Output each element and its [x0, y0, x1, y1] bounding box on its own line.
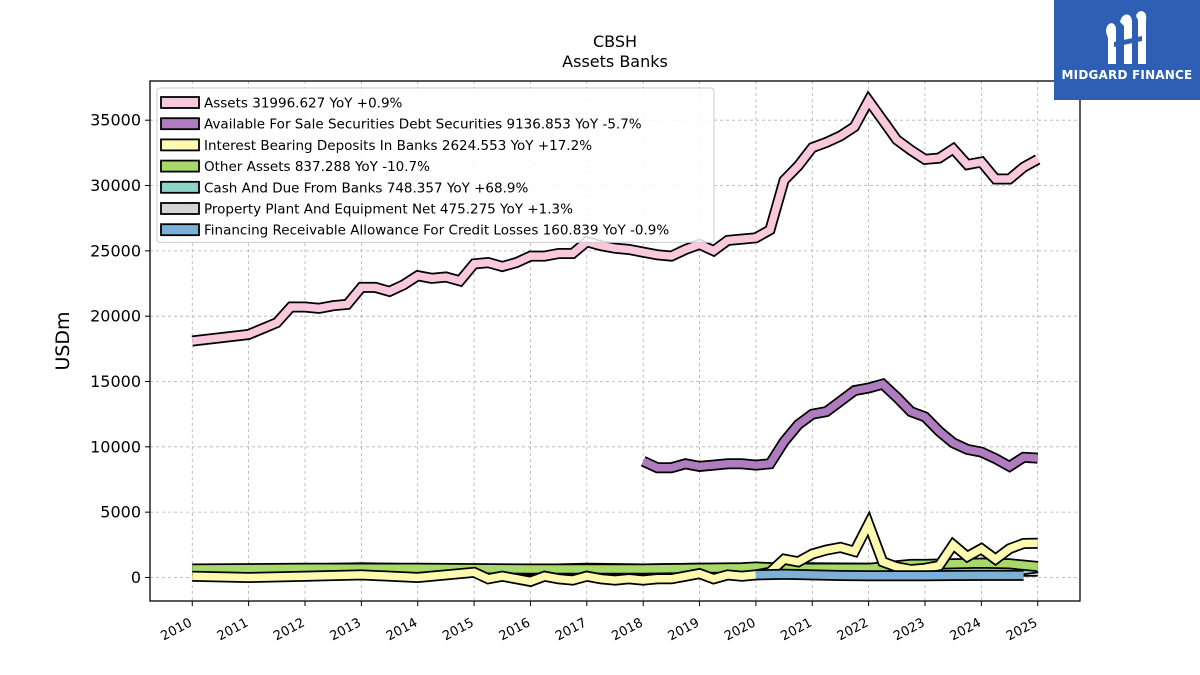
legend-swatch: [160, 138, 200, 152]
x-tick-label: 2018: [609, 616, 645, 645]
legend-entry: Cash And Due From Banks 748.357 YoY +68.…: [160, 180, 528, 196]
series-assets: [191, 90, 1041, 347]
chart-title: CBSH: [593, 32, 637, 51]
plot-frame: [149, 80, 1081, 602]
series-other-assets: [192, 557, 1039, 575]
brand-logo-text: MIDGARD FINANCE: [1061, 68, 1193, 82]
y-tick-label: 5000: [100, 503, 141, 522]
y-tick-label: 10000: [90, 437, 141, 456]
series-financing-receivable-allowance-for-credit-losses: [755, 568, 1024, 582]
x-tick-label: 2024: [948, 616, 984, 645]
legend-entry: Financing Receivable Allowance For Credi…: [160, 223, 669, 239]
x-tick-label: 2012: [271, 616, 307, 645]
legend: Assets 31996.627 YoY +0.9% Available For …: [156, 87, 715, 243]
legend-label: Financing Receivable Allowance For Credi…: [204, 223, 669, 239]
x-tick-label: 2010: [158, 616, 194, 645]
brand-logo: MIDGARD FINANCE: [1054, 0, 1200, 100]
legend-swatch: [160, 223, 200, 237]
y-tick-label: 30000: [90, 176, 141, 195]
x-tick-label: 2014: [384, 616, 420, 645]
series-line: [192, 559, 1039, 573]
y-tick-label: 15000: [90, 372, 141, 391]
legend-entry: Property Plant And Equipment Net 475.275…: [160, 202, 573, 218]
series-layer: [191, 90, 1041, 588]
legend-label: Available For Sale Securities Debt Secur…: [204, 117, 642, 133]
x-tick-label: 2017: [553, 616, 589, 645]
legend-label: Interest Bearing Deposits In Banks 2624.…: [204, 138, 592, 154]
x-tick-label: 2019: [666, 616, 702, 645]
series-available-for-sale-securities-debt-securities: [640, 377, 1039, 474]
y-axis-label: USDm: [52, 311, 74, 370]
y-tick-label: 25000: [90, 241, 141, 260]
legend-swatch: [160, 202, 200, 215]
legend-swatch: [160, 117, 200, 131]
legend-swatch: [160, 159, 200, 173]
x-tick-label: 2023: [891, 616, 927, 645]
legend-entry: Other Assets 837.288 YoY -10.7%: [160, 159, 430, 175]
x-tick-label: 2022: [835, 616, 871, 645]
x-tick-label: 2020: [722, 616, 758, 645]
legend-entry: Available For Sale Securities Debt Secur…: [160, 117, 642, 133]
legend-swatch: [160, 96, 200, 109]
legend-label: Assets 31996.627 YoY +0.9%: [204, 96, 403, 112]
legend-entry: Assets 31996.627 YoY +0.9%: [160, 96, 403, 112]
y-tick-label: 35000: [90, 111, 141, 130]
legend-label: Property Plant And Equipment Net 475.275…: [204, 202, 573, 218]
x-tick-label: 2011: [215, 616, 251, 645]
x-tick-label: 2021: [778, 616, 814, 645]
legend-swatch: [160, 180, 200, 194]
x-tick-label: 2013: [328, 616, 364, 645]
chart-subtitle: Assets Banks: [562, 52, 668, 71]
y-tick-label: 0: [131, 568, 141, 587]
logo-mark-icon: [1106, 11, 1147, 65]
x-tick-label: 2015: [440, 616, 476, 645]
legend-label: Other Assets 837.288 YoY -10.7%: [204, 159, 430, 175]
series-interest-bearing-deposits-in-banks: [192, 510, 1038, 588]
legend-box: [156, 87, 715, 243]
series-line: [641, 379, 1038, 472]
series-line: [191, 93, 1040, 345]
y-tick-label: 20000: [90, 307, 141, 326]
series-line: [192, 514, 1038, 586]
x-tick-label: 2025: [1004, 616, 1040, 645]
legend-label: Cash And Due From Banks 748.357 YoY +68.…: [204, 180, 528, 196]
legend-entry: Interest Bearing Deposits In Banks 2624.…: [160, 138, 592, 154]
x-tick-label: 2016: [497, 616, 533, 645]
series-line: [755, 570, 1024, 580]
